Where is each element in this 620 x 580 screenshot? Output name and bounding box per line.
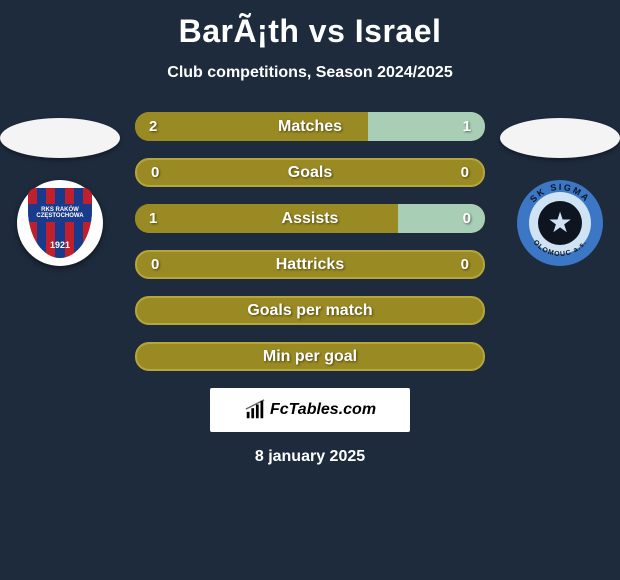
- rakow-band: RKS RAKÓW CZĘSTOCHOWA: [28, 204, 92, 222]
- left-team-column: RKS RAKÓW CZĘSTOCHOWA 1921: [0, 118, 120, 266]
- stat-label: Matches: [278, 118, 342, 136]
- stat-left-value: 0: [151, 164, 159, 181]
- rakow-year: 1921: [28, 240, 92, 250]
- right-team-column: SK SIGMA OLOMOUC a.s. ★: [500, 118, 620, 266]
- stat-right-value: 0: [461, 256, 469, 273]
- stat-row-hattricks: 0 Hattricks 0: [135, 250, 485, 279]
- page-title: BarÃ¡th vs Israel: [179, 13, 442, 50]
- bar-chart-icon: [244, 399, 266, 421]
- left-team-crest: RKS RAKÓW CZĘSTOCHOWA 1921: [10, 180, 110, 266]
- subtitle: Club competitions, Season 2024/2025: [167, 64, 452, 82]
- rakow-band-bottom: CZĘSTOCHOWA: [36, 213, 83, 219]
- svg-text:SK SIGMA: SK SIGMA: [528, 182, 592, 204]
- stats-column: 2 Matches 1 0 Goals 0 1 Assists 0 0 Hattricks 0 Goal…: [135, 112, 485, 371]
- site-badge-text: FcTables.com: [270, 401, 376, 419]
- sigma-ring-text-icon: SK SIGMA OLOMOUC a.s.: [517, 180, 603, 266]
- stat-row-goals-per-match: Goals per match: [135, 296, 485, 325]
- stat-left-value: 2: [149, 118, 157, 135]
- stat-row-min-per-goal: Min per goal: [135, 342, 485, 371]
- stat-row-assists: 1 Assists 0: [135, 204, 485, 233]
- right-team-crest: SK SIGMA OLOMOUC a.s. ★: [510, 180, 610, 266]
- date-text: 8 january 2025: [255, 448, 365, 466]
- stat-row-goals: 0 Goals 0: [135, 158, 485, 187]
- stat-right-value: 0: [463, 210, 471, 227]
- stat-row-matches: 2 Matches 1: [135, 112, 485, 141]
- stat-right-value: 1: [463, 118, 471, 135]
- left-flag-icon: [0, 118, 120, 158]
- stat-right-value: 0: [461, 164, 469, 181]
- site-badge: FcTables.com: [210, 388, 410, 432]
- stat-left-value: 1: [149, 210, 157, 227]
- stat-left-value: 0: [151, 256, 159, 273]
- stat-label: Assists: [282, 210, 339, 228]
- stat-label: Hattricks: [276, 256, 344, 274]
- svg-text:OLOMOUC a.s.: OLOMOUC a.s.: [532, 239, 589, 258]
- right-flag-icon: [500, 118, 620, 158]
- stat-label: Goals: [288, 164, 332, 182]
